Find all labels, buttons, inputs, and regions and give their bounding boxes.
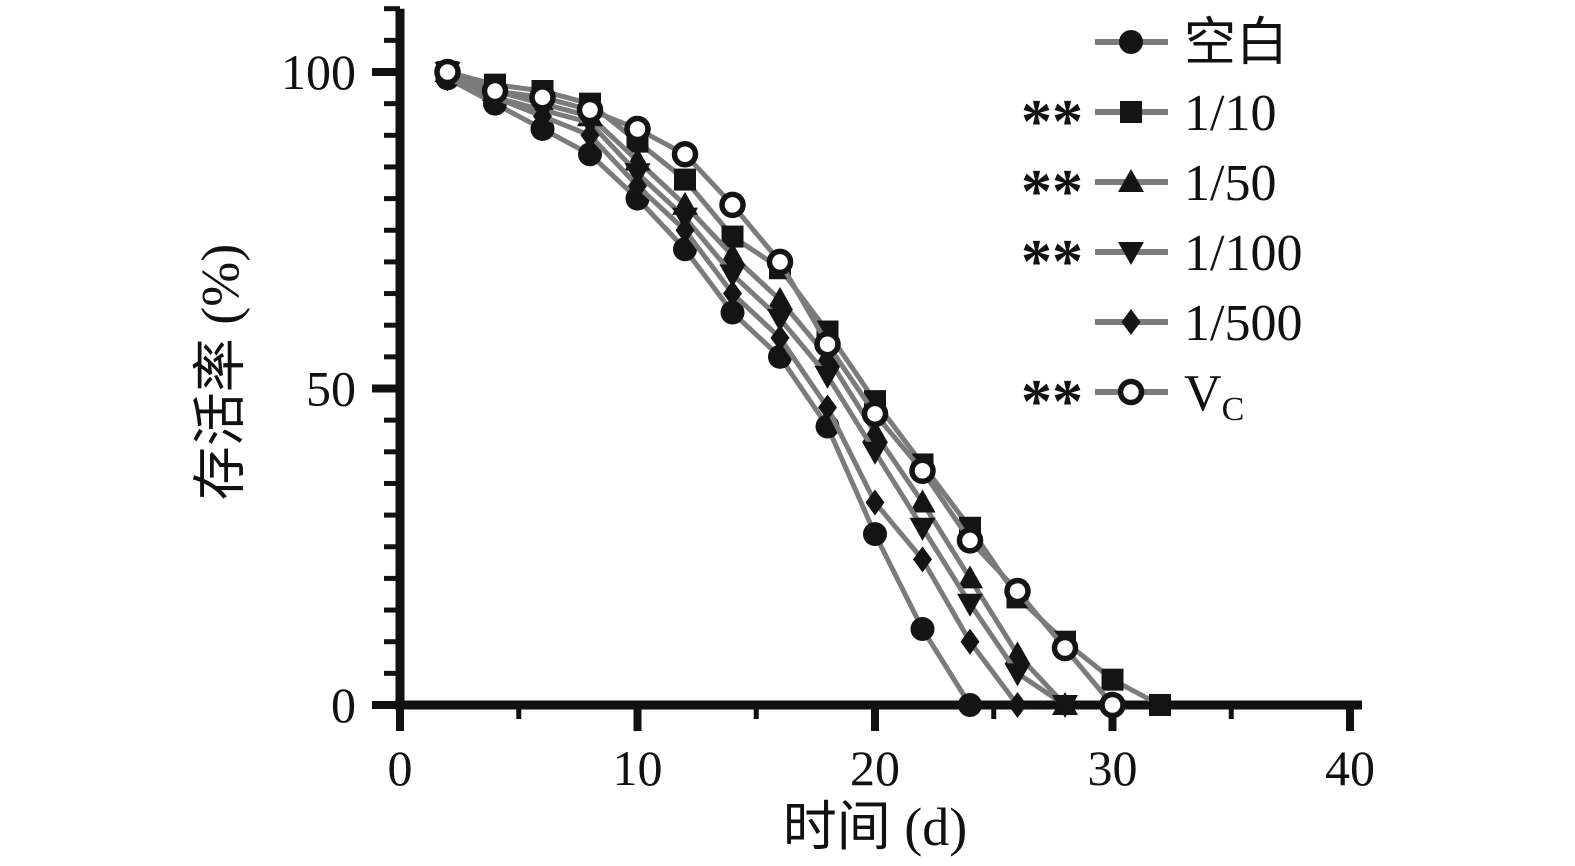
x-tick-label: 40	[1325, 740, 1375, 796]
1-500-marker	[1008, 692, 1027, 718]
x-tick-label: 20	[850, 740, 900, 796]
series-1-100	[434, 62, 1078, 718]
x-tick-label: 0	[388, 740, 413, 796]
1-50-marker	[909, 489, 936, 513]
1-100-marker	[767, 308, 793, 332]
blank-marker	[910, 617, 935, 642]
1-10-marker	[721, 225, 744, 248]
1-100-marker	[862, 441, 888, 465]
legend-item-1-10: ** 1/10	[1021, 85, 1276, 156]
blank-marker	[673, 237, 697, 262]
vc-marker	[529, 84, 556, 111]
series-vc	[434, 58, 1126, 719]
1-100-legend-marker	[1118, 242, 1144, 265]
vc-marker	[434, 58, 461, 86]
x-axis-label: 时间 (d)	[782, 797, 968, 857]
1-500-marker	[675, 217, 695, 244]
blank-marker	[958, 693, 982, 717]
1-10-legend-marker	[1120, 101, 1142, 123]
vc-marker	[814, 330, 841, 358]
1-100-marker	[957, 593, 983, 617]
1-10-marker	[1149, 694, 1171, 716]
1-50-marker	[957, 565, 983, 589]
y-tick-label: 50	[306, 361, 356, 417]
1-500-marker	[865, 489, 885, 516]
1-50-marker	[719, 242, 746, 266]
1-50-legend-marker	[1118, 169, 1144, 192]
legend-item-blank: 空白	[1095, 15, 1288, 72]
significance-marker: **	[1021, 368, 1083, 436]
x-tick-label: 30	[1088, 740, 1138, 796]
1-100-marker	[1004, 663, 1031, 687]
vc-line	[446, 69, 1115, 707]
1-50-marker	[1004, 641, 1031, 665]
1-500-marker	[818, 394, 837, 421]
1-500-marker	[913, 546, 932, 573]
legend-label: 1/100	[1184, 225, 1302, 282]
legend-label: 空白	[1184, 15, 1288, 72]
significance-marker: **	[1021, 158, 1083, 226]
x-tick-label: 10	[613, 740, 663, 796]
1-500-marker	[960, 628, 980, 655]
legend-item-1-500: 1/500	[1095, 295, 1302, 352]
legend-label: 1/50	[1184, 155, 1276, 212]
legend-item-1-50: ** 1/50	[1021, 155, 1276, 226]
1-100-marker	[719, 264, 746, 288]
vc-marker	[1099, 691, 1126, 719]
legend-label: VC	[1184, 365, 1244, 428]
blank-legend-marker	[1119, 30, 1143, 54]
y-tick-label: 0	[331, 677, 356, 733]
vc-marker	[766, 248, 794, 276]
legend-label: 1/10	[1184, 85, 1276, 142]
1-100-line	[446, 69, 1067, 708]
vc-marker	[956, 527, 984, 554]
series-1-500	[438, 65, 1027, 718]
1-500-marker	[580, 122, 600, 149]
vc-marker	[624, 115, 651, 143]
1-100-marker	[814, 365, 841, 389]
legend: 空白 ** 1/10 ** 1/50 ** 1/100 1/500 ** VC	[1021, 15, 1302, 436]
legend-label: 1/500	[1184, 295, 1302, 352]
1-50-marker	[767, 286, 793, 310]
vc-marker	[909, 457, 936, 485]
vc-marker	[861, 400, 889, 428]
vc-marker	[481, 77, 509, 105]
1-500-marker	[533, 103, 552, 130]
axes	[372, 6, 1362, 731]
significance-marker: **	[1021, 88, 1083, 156]
legend-item-1-100: ** 1/100	[1021, 225, 1302, 296]
blank-line	[446, 76, 973, 707]
significance-marker: **	[1021, 228, 1083, 296]
vc-marker	[719, 191, 746, 219]
vc-marker	[1004, 577, 1031, 605]
series-blank	[435, 66, 982, 717]
1-500-line	[446, 76, 1020, 707]
1-10-marker	[1101, 668, 1124, 691]
legend-item-vc: ** VC	[1021, 365, 1244, 436]
vc-marker	[576, 96, 604, 124]
y-tick-label: 100	[281, 44, 356, 100]
1-10-marker	[674, 168, 696, 191]
vc-marker	[671, 141, 699, 168]
y-axis-label: 存活率 (%)	[190, 243, 251, 501]
blank-marker	[863, 522, 887, 547]
1-100-marker	[1052, 695, 1078, 718]
tick-labels: 0 50 100 0 10 20 30 40	[281, 44, 1375, 796]
blank-marker	[578, 142, 602, 167]
1-500-marker	[628, 172, 647, 199]
blank-marker	[720, 300, 745, 325]
vc-legend-marker	[1117, 378, 1145, 406]
1-500-marker	[770, 324, 790, 351]
1-500-marker	[723, 280, 742, 307]
1-500-legend-marker	[1121, 309, 1141, 335]
vc-marker	[1051, 634, 1079, 662]
1-100-marker	[909, 517, 936, 541]
